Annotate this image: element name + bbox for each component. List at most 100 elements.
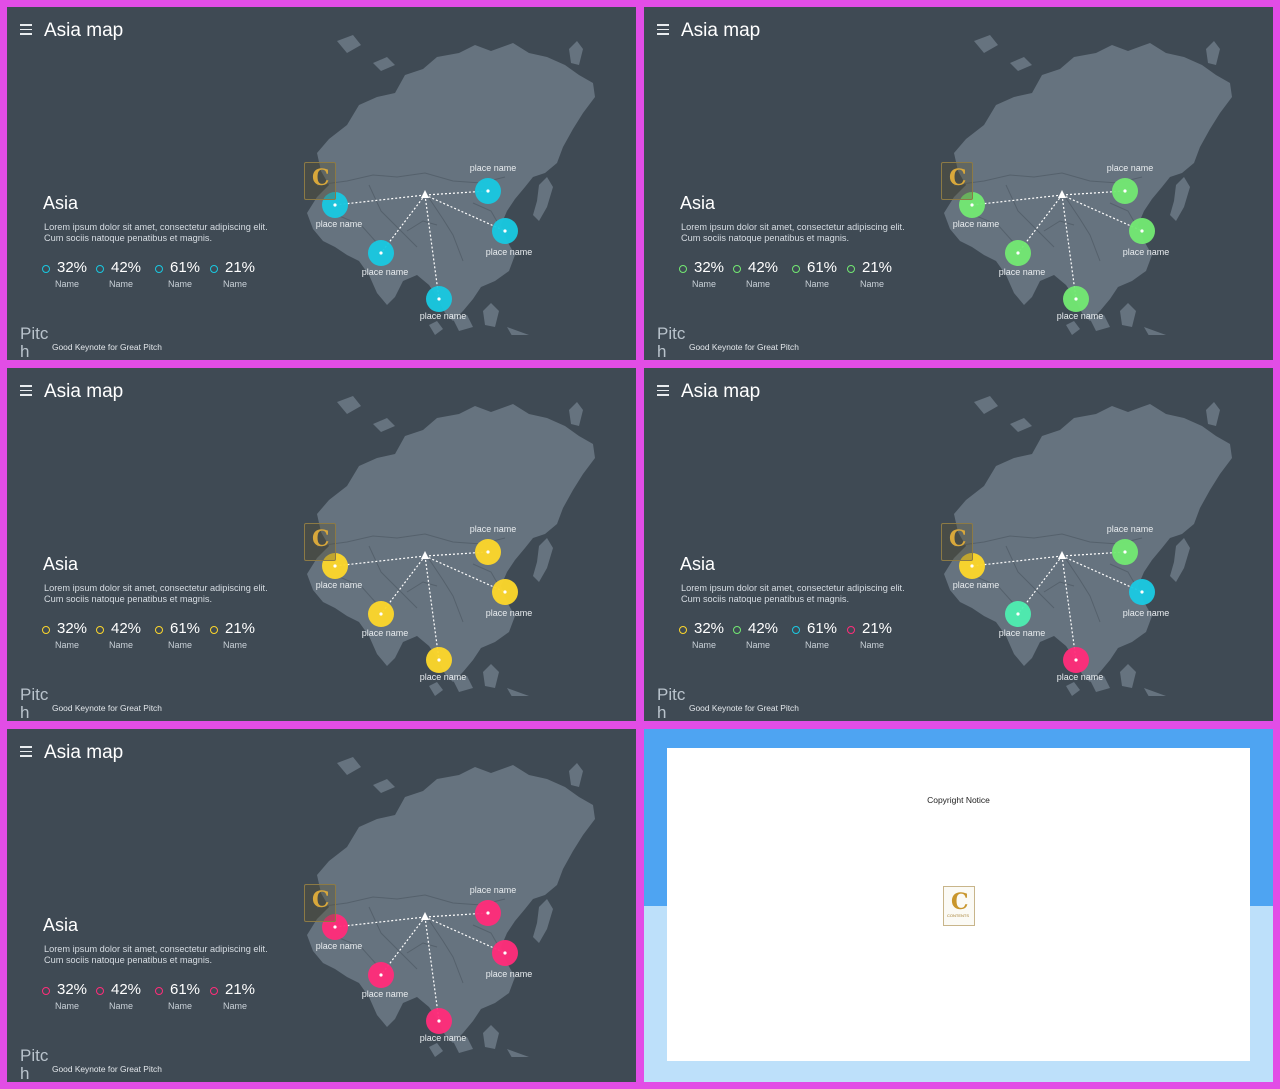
stat-ring-icon: [96, 626, 104, 634]
connection-line-2: [424, 194, 506, 232]
stat-ring-icon: [733, 626, 741, 634]
border-line-0: [316, 172, 506, 186]
border-line-0: [316, 894, 506, 908]
slide-5: Asia map place name place name place name pl…: [7, 729, 636, 1082]
border-line-3: [472, 202, 500, 226]
stat-value: 21%: [225, 259, 256, 276]
asia-map: place name place name place name place name…: [277, 396, 607, 696]
stat-value: 21%: [862, 259, 893, 276]
asia-landmass: [307, 404, 595, 682]
island-2: [483, 1025, 499, 1049]
copyright-logo: C CONTENTS: [943, 886, 975, 926]
section-title: Asia: [43, 554, 79, 574]
asia-landmass: [307, 43, 595, 321]
border-line-0: [953, 172, 1143, 186]
place-label-0: place name: [316, 941, 363, 951]
kamchatka-landmass: [1206, 402, 1220, 426]
island-1: [453, 676, 473, 692]
brand-logo-badge: C: [304, 884, 336, 922]
connection-line-4: [424, 916, 440, 1022]
island-2: [1120, 664, 1136, 688]
kamchatka-landmass: [1206, 41, 1220, 65]
asia-map-svg: place name place name place name place name…: [307, 35, 595, 335]
border-line-4: [336, 575, 378, 605]
island-5: [1010, 418, 1032, 432]
brand-logo-badge: C: [941, 162, 973, 200]
kamchatka-landmass: [569, 41, 583, 65]
border-line-4: [973, 214, 1015, 244]
asia-map: place name place name place name place name…: [277, 35, 607, 335]
connection-line-0: [334, 916, 426, 928]
stat-ring-icon: [96, 265, 104, 273]
kamchatka-landmass: [569, 763, 583, 787]
island-3: [1144, 327, 1166, 335]
asia-landmass: [944, 43, 1232, 321]
stat-label: Name: [109, 640, 134, 650]
stat-label: Name: [746, 640, 771, 650]
kamchatka-landmass: [569, 402, 583, 426]
hamburger-menu-icon[interactable]: [20, 385, 32, 397]
slide-title: Asia map: [681, 20, 761, 41]
island-4: [337, 35, 361, 53]
japan-landmass: [1170, 177, 1190, 221]
asia-map-svg: place name place name place name place name…: [307, 757, 595, 1057]
place-label-2: place name: [486, 247, 533, 257]
hub-pin-icon: [421, 551, 429, 559]
stat-ring-icon: [210, 987, 218, 995]
stat-label: Name: [692, 640, 717, 650]
marker-dot-2: [503, 590, 507, 594]
stat-ring-icon: [155, 987, 163, 995]
japan-landmass: [1170, 538, 1190, 582]
brand-logo-letter: C: [949, 526, 967, 552]
stat-label: Name: [692, 279, 717, 289]
copyright-logo-letter: C: [951, 889, 969, 915]
asia-landmass: [944, 404, 1232, 682]
marker-dot-0: [333, 203, 337, 207]
place-label-3: place name: [999, 628, 1046, 638]
stat-ring-icon: [42, 265, 50, 273]
stat-label: Name: [805, 279, 830, 289]
hamburger-menu-icon[interactable]: [657, 24, 669, 36]
island-1: [1090, 315, 1110, 331]
connection-line-4: [1061, 194, 1077, 300]
stat-label: Name: [109, 1001, 134, 1011]
stat-value: 42%: [748, 259, 779, 276]
stat-label: Name: [805, 640, 830, 650]
island-3: [507, 688, 529, 696]
border-line-4: [973, 575, 1015, 605]
marker-dot-0: [970, 564, 974, 568]
island-3: [507, 1049, 529, 1057]
hamburger-menu-icon[interactable]: [20, 746, 32, 758]
place-label-2: place name: [486, 969, 533, 979]
connection-line-4: [424, 194, 440, 300]
place-label-4: place name: [420, 672, 467, 682]
stat-value: 61%: [807, 620, 838, 637]
hamburger-menu-icon[interactable]: [657, 385, 669, 397]
stat-ring-icon: [792, 626, 800, 634]
section-title: Asia: [43, 193, 79, 213]
connection-line-2: [424, 916, 506, 954]
island-4: [337, 396, 361, 414]
island-3: [1144, 688, 1166, 696]
brand-logo-letter: C: [312, 887, 330, 913]
connection-line-2: [1061, 194, 1143, 232]
stat-ring-icon: [42, 626, 50, 634]
marker-dot-2: [503, 951, 507, 955]
section-title: Asia: [680, 554, 716, 574]
marker-dot-1: [486, 550, 490, 554]
brand-logo-badge: C: [304, 523, 336, 561]
section-description: Lorem ipsum dolor sit amet, consectetur …: [681, 583, 905, 604]
stat-label: Name: [168, 1001, 193, 1011]
stat-ring-icon: [733, 265, 741, 273]
island-1: [1090, 676, 1110, 692]
marker-dot-4: [1074, 297, 1078, 301]
border-line-1: [368, 184, 418, 248]
island-2: [483, 664, 499, 688]
border-line-2: [426, 916, 464, 984]
hamburger-menu-icon[interactable]: [20, 24, 32, 36]
place-label-3: place name: [999, 267, 1046, 277]
island-1: [453, 315, 473, 331]
border-line-5: [406, 581, 438, 593]
place-label-1: place name: [470, 885, 517, 895]
border-line-1: [368, 906, 418, 970]
